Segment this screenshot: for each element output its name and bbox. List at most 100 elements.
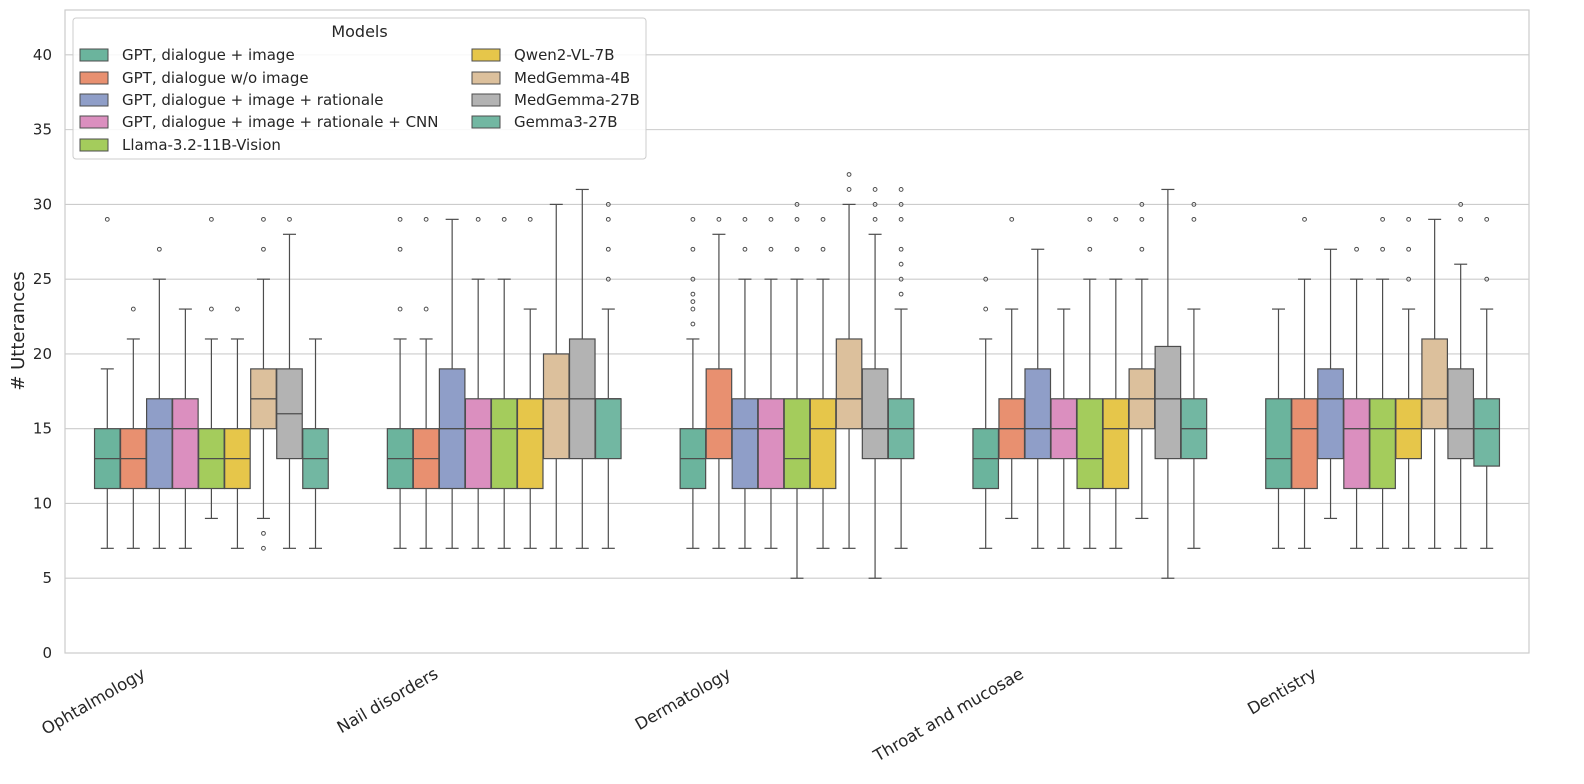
outlier-point	[820, 246, 826, 252]
legend-label: Gemma3-27B	[514, 113, 618, 131]
legend-item: MedGemma-27B	[471, 91, 640, 109]
box	[757, 216, 785, 549]
y-tick-label: 35	[33, 121, 52, 139]
box	[887, 187, 915, 549]
legend-entries: GPT, dialogue + image GPT, dialogue w/o i…	[79, 46, 640, 154]
outlier-point	[1380, 216, 1385, 222]
legend-title: Models	[331, 22, 387, 41]
box	[705, 216, 733, 549]
outlier-point	[397, 246, 403, 252]
outlier-point	[397, 216, 403, 222]
outlier-point	[690, 291, 696, 297]
outlier-point	[690, 276, 696, 282]
legend-label: GPT, dialogue + image + rationale	[122, 91, 383, 109]
legend-frame	[72, 17, 647, 160]
legend-item: MedGemma-4B	[471, 69, 630, 87]
box	[438, 218, 466, 549]
box-body	[542, 353, 570, 460]
legend-item: Qwen2-VL-7B	[471, 46, 615, 64]
outlier-point	[1009, 216, 1015, 222]
category-group	[679, 172, 915, 579]
legend-item: GPT, dialogue w/o image	[79, 69, 309, 87]
outlier-point	[1458, 201, 1464, 207]
legend-swatch	[79, 93, 109, 107]
box	[250, 216, 277, 551]
legend-swatch	[79, 71, 109, 85]
category-group	[93, 216, 329, 551]
y-tick-label: 20	[33, 345, 52, 363]
outlier-point	[1191, 216, 1197, 222]
x-category-label: Nail disorders	[334, 664, 441, 737]
outlier-point	[690, 321, 696, 327]
legend-swatch	[79, 138, 109, 152]
box	[1317, 248, 1344, 520]
outlier-point	[1406, 276, 1412, 282]
box	[568, 188, 596, 549]
outlier-point	[794, 201, 800, 207]
box	[1369, 216, 1396, 549]
y-tick-label: 30	[33, 195, 52, 213]
box	[835, 172, 863, 549]
outlier-point	[768, 246, 774, 252]
outlier-point	[1139, 246, 1145, 252]
box	[972, 276, 1000, 549]
legend-swatch	[471, 115, 501, 129]
box-body	[1265, 398, 1292, 490]
outlier-point	[872, 216, 878, 222]
box	[861, 187, 889, 579]
outlier-point	[605, 216, 611, 222]
outlier-point	[475, 216, 481, 222]
outlier-point	[261, 246, 266, 252]
outlier-point	[898, 246, 904, 252]
outlier-point	[898, 187, 904, 192]
box	[490, 216, 518, 549]
box	[1102, 216, 1130, 549]
box	[1395, 216, 1422, 549]
outlier-point	[287, 216, 292, 222]
outlier-point	[983, 306, 989, 312]
y-tick-label: 15	[33, 420, 52, 438]
outlier-point	[1406, 246, 1412, 252]
outlier-point	[501, 216, 507, 222]
box-body	[490, 398, 518, 490]
box	[731, 216, 759, 549]
outlier-point	[156, 246, 162, 252]
box-body	[1154, 345, 1182, 460]
outlier-point	[1484, 216, 1490, 222]
outlier-point	[983, 276, 989, 282]
legend-swatch	[79, 115, 109, 129]
outlier-point	[130, 306, 136, 312]
outlier-point	[742, 246, 748, 252]
y-tick-label: 5	[42, 569, 52, 587]
box-body	[809, 398, 837, 490]
outlier-point	[209, 216, 214, 222]
outlier-point	[846, 187, 852, 192]
box	[386, 216, 414, 549]
outlier-point	[716, 216, 722, 222]
outlier-point	[527, 216, 533, 222]
box-body	[594, 398, 622, 460]
box	[224, 306, 251, 549]
legend-swatch	[79, 48, 109, 62]
outlier-point	[898, 201, 904, 207]
legend-item: GPT, dialogue + image + rationale + CNN	[79, 113, 438, 131]
box	[1154, 188, 1182, 579]
outlier-point	[690, 299, 696, 304]
box	[1128, 201, 1156, 520]
legend-swatch	[471, 93, 501, 107]
legend-label: MedGemma-4B	[514, 69, 630, 87]
legend-item: Gemma3-27B	[471, 113, 618, 131]
outlier-point	[104, 216, 110, 222]
legend-swatch	[471, 48, 501, 62]
outlier-point	[820, 216, 826, 222]
box-body	[783, 398, 811, 490]
box-body	[516, 398, 544, 490]
legend-item: GPT, dialogue + image + rationale	[79, 91, 383, 109]
box-body	[731, 398, 759, 490]
box-body	[1291, 398, 1318, 490]
box	[1265, 308, 1292, 549]
box-body	[464, 398, 492, 490]
box	[93, 216, 121, 549]
outlier-point	[1087, 216, 1093, 222]
box-body	[1343, 398, 1370, 490]
